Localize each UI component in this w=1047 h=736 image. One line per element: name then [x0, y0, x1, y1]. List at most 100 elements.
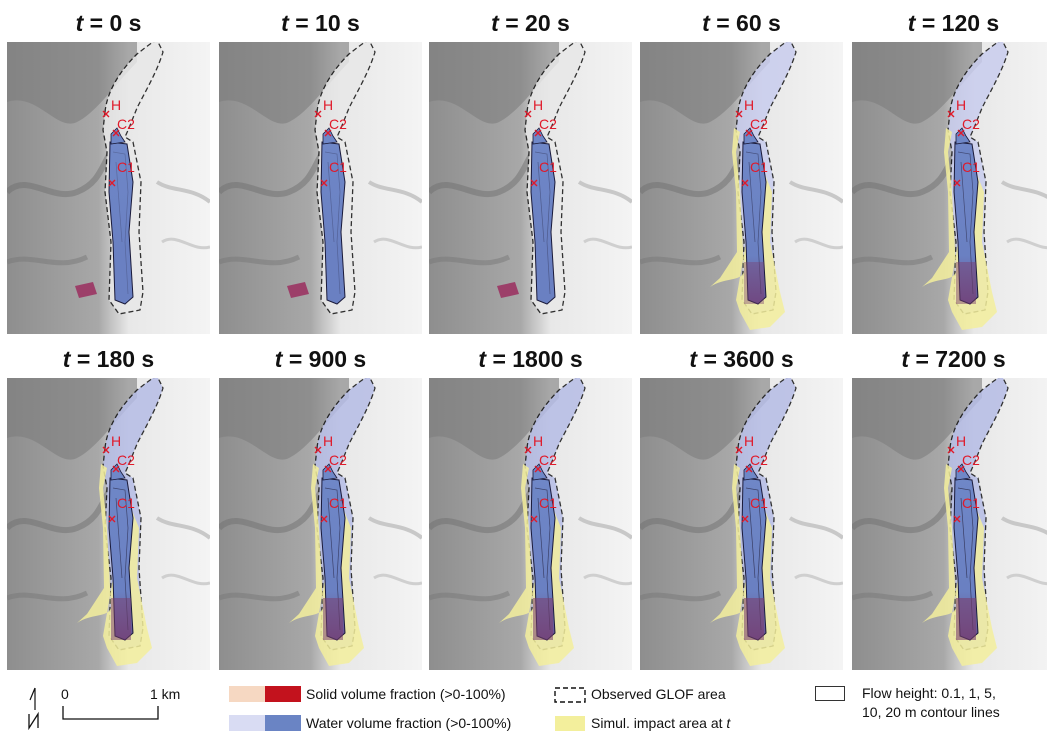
impact-t-symbol: t	[726, 715, 731, 731]
time-symbol: t	[702, 10, 710, 36]
time-value: = 7200 s	[915, 346, 1006, 372]
marker-c1-icon	[741, 515, 749, 523]
marker-c2-icon	[324, 129, 332, 137]
terrain-map: H C2 C1	[7, 42, 210, 334]
label-h: H	[323, 433, 333, 449]
panel-title-8: t = 3600 s	[640, 346, 843, 373]
flow-height-label-line2: 10, 20 m contour lines	[862, 704, 1000, 720]
terrain-map: H C2 C1	[852, 42, 1047, 334]
time-symbol: t	[478, 346, 487, 372]
marker-h-icon	[314, 110, 322, 118]
terrain-map: H C2 C1	[429, 378, 632, 670]
marker-c2-icon	[534, 129, 542, 137]
label-c1: C1	[539, 495, 557, 511]
marker-c1-icon	[741, 179, 749, 187]
time-value: = 20 s	[505, 10, 570, 36]
time-symbol: t	[491, 10, 499, 36]
panel-title-9: t = 7200 s	[852, 346, 1047, 373]
label-c1: C1	[750, 159, 768, 175]
scale-bar	[62, 706, 159, 720]
time-value: = 180 s	[76, 346, 155, 372]
label-c2: C2	[539, 116, 557, 132]
map-panel: H C2 C1	[852, 42, 1047, 334]
map-panel: H C2 C1	[852, 378, 1047, 670]
map-panel: H C2 C1	[7, 378, 210, 670]
markers	[735, 446, 753, 523]
label-c1: C1	[962, 159, 980, 175]
markers	[947, 110, 965, 187]
label-c2: C2	[962, 116, 980, 132]
markers	[102, 446, 120, 523]
marker-c2-icon	[112, 129, 120, 137]
label-h: H	[956, 97, 966, 113]
marker-c2-icon	[957, 465, 965, 473]
markers	[314, 446, 332, 523]
label-h: H	[533, 433, 543, 449]
panel-title-4: t = 120 s	[852, 10, 1047, 37]
panel-title-5: t = 180 s	[7, 346, 210, 373]
marker-c1-icon	[953, 515, 961, 523]
marker-c1-icon	[953, 179, 961, 187]
marker-c2-icon	[112, 465, 120, 473]
label-c2: C2	[117, 452, 135, 468]
marker-c1-icon	[320, 179, 328, 187]
marker-h-icon	[947, 110, 955, 118]
water-light-swatch	[229, 715, 265, 731]
solid-dark-swatch	[265, 686, 301, 702]
time-value: = 3600 s	[703, 346, 794, 372]
panel-title-3: t = 60 s	[640, 10, 843, 37]
map-panel: H C2 C1	[640, 378, 843, 670]
terrain-map: H C2 C1	[7, 378, 210, 670]
label-h: H	[744, 433, 754, 449]
solid-legend-label: Solid volume fraction (>0-100%)	[306, 686, 506, 702]
label-c1: C1	[329, 495, 347, 511]
label-c2: C2	[329, 116, 347, 132]
marker-h-icon	[524, 446, 532, 454]
time-value: = 0 s	[89, 10, 142, 36]
marker-c2-icon	[324, 465, 332, 473]
time-value: = 1800 s	[492, 346, 583, 372]
terrain-map: H C2 C1	[429, 42, 632, 334]
panel-title-7: t = 1800 s	[429, 346, 632, 373]
terrain-map: H C2 C1	[219, 378, 422, 670]
observed-glof-swatch	[554, 687, 586, 703]
flow-height-label-line1: Flow height: 0.1, 1, 5,	[862, 685, 996, 701]
marker-c1-icon	[530, 515, 538, 523]
marker-h-icon	[102, 446, 110, 454]
marker-h-icon	[314, 446, 322, 454]
map-panel: H C2 C1	[429, 42, 632, 334]
map-panel: H C2 C1	[219, 378, 422, 670]
label-c1: C1	[539, 159, 557, 175]
label-c2: C2	[750, 452, 768, 468]
markers	[524, 110, 542, 187]
markers	[314, 110, 332, 187]
time-symbol: t	[689, 346, 698, 372]
label-c1: C1	[750, 495, 768, 511]
panel-title-1: t = 10 s	[219, 10, 422, 37]
panel-title-6: t = 900 s	[219, 346, 422, 373]
time-symbol: t	[901, 346, 910, 372]
time-value: = 10 s	[295, 10, 360, 36]
markers	[102, 110, 120, 187]
terrain-map: H C2 C1	[219, 42, 422, 334]
label-c1: C1	[329, 159, 347, 175]
marker-c2-icon	[534, 465, 542, 473]
label-h: H	[533, 97, 543, 113]
scale-zero-label: 0	[61, 686, 69, 702]
marker-c1-icon	[108, 515, 116, 523]
label-c2: C2	[329, 452, 347, 468]
water-dark-swatch	[265, 715, 301, 731]
legend: 0 1 km Solid volume fraction (>0-100%) W…	[0, 680, 1047, 736]
flow-height-swatch	[815, 686, 845, 701]
label-h: H	[111, 97, 121, 113]
scale-km-label: 1 km	[150, 686, 181, 702]
water-legend-label: Water volume fraction (>0-100%)	[306, 715, 512, 731]
time-symbol: t	[907, 10, 916, 36]
label-c1: C1	[117, 495, 135, 511]
panel-title-0: t = 0 s	[7, 10, 210, 37]
marker-h-icon	[735, 110, 743, 118]
time-symbol: t	[274, 346, 283, 372]
marker-h-icon	[947, 446, 955, 454]
marker-h-icon	[735, 446, 743, 454]
north-arrow-icon	[28, 687, 39, 730]
